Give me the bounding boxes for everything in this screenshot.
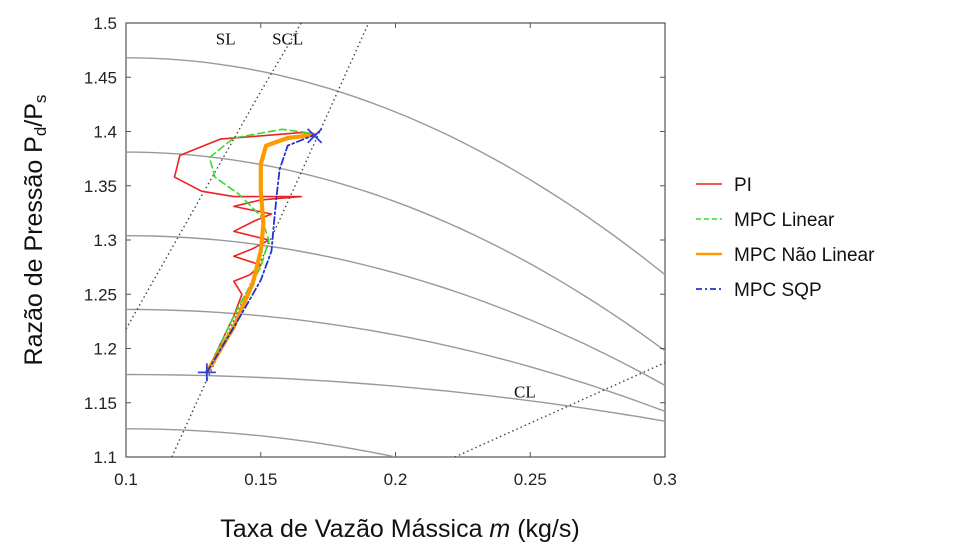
x-axis-label-unit: (kg/s) [510,515,579,543]
plot-area [125,22,666,458]
speed-line-4 [126,308,665,413]
y-tick-label: 1.3 [93,231,117,250]
y-tick-label: 1.2 [93,340,117,359]
series-layer [173,128,317,375]
speed-lines [126,57,665,457]
y-tick-label: 1.25 [84,285,117,304]
y-axis-label-slash: /P [20,103,48,127]
speed-line-6 [126,428,396,457]
series-line-mpc-sqp [205,133,316,374]
y-tick-label: 1.15 [84,394,117,413]
x-tick-label: 0.25 [514,470,547,489]
surge-line [126,23,302,330]
annotation-scl: SCL [272,30,303,49]
y-axis-label-sub-s: s [31,95,50,104]
markers [197,128,323,382]
y-tick-label: 1.1 [93,448,117,467]
y-tick-label: 1.5 [93,14,117,33]
annotations: SL SCL CL [216,30,536,402]
x-tick-label: 0.15 [244,470,277,489]
speed-line-1 [126,57,665,276]
speed-line-3 [126,235,665,387]
axes: 0.1 0.15 0.2 0.25 0.3 1.1 1.15 1.2 1.25 1.3 1.35 1.… [84,14,677,489]
plot-frame [125,22,666,458]
y-axis-label-main: Razão de Pressão P [20,136,48,365]
x-axis-label-main: Taxa de Vazão Mássica [220,515,489,543]
legend-label-pi: PI [734,175,752,196]
legend-label-mpc-n-o-linear: MPC Não Linear [734,245,875,266]
x-tick-label: 0.2 [384,470,408,489]
y-tick-label: 1.45 [84,68,117,87]
x-axis-label-variable: m [489,515,510,543]
speed-line-5 [126,373,665,422]
y-axis-label: Razão de Pressão Pd/Ps [20,95,50,366]
end-marker-stroke-2 [307,128,323,144]
legend: PI MPC Linear MPC Não Linear MPC SQP [696,175,875,301]
speed-line-2 [126,151,665,352]
x-tick-label: 0.3 [653,470,677,489]
y-axis-label-sub-d: d [31,127,50,136]
legend-label-mpc-sqp: MPC SQP [734,280,822,301]
y-tick-label: 1.35 [84,177,117,196]
annotation-sl: SL [216,30,236,49]
y-tick-label: 1.4 [93,123,117,142]
annotation-cl: CL [514,382,536,401]
series-line-mpc-n-o-linear [204,132,317,375]
x-tick-label: 0.1 [114,470,138,489]
legend-label-mpc-linear: MPC Linear [734,210,835,231]
x-axis-label: Taxa de Vazão Mássica m (kg/s) [220,515,579,543]
